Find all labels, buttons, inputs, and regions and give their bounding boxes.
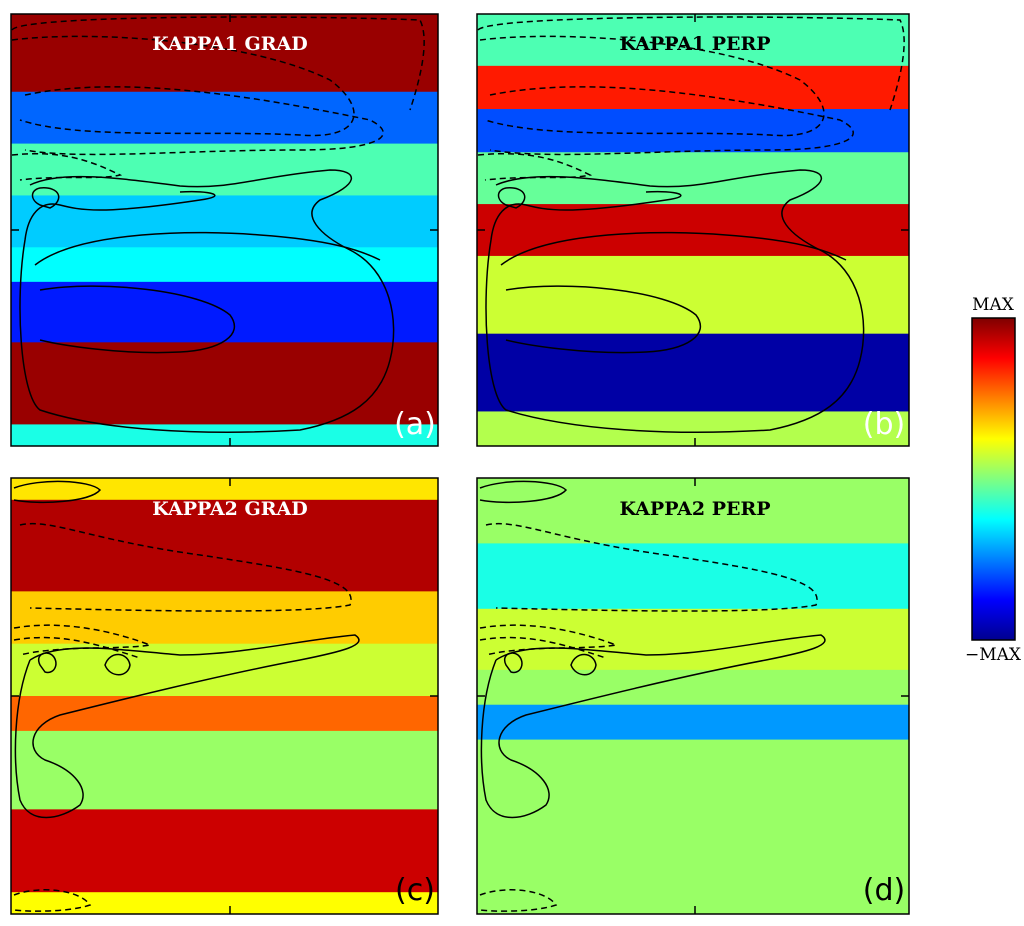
panel-b-label: (b): [863, 407, 905, 442]
field-band: [477, 14, 909, 67]
panel-b-contours: [477, 16, 905, 433]
field-band: [11, 143, 438, 196]
panel-a-ticks: [11, 14, 438, 446]
panel-d: KAPPA2 PERP (d): [476, 477, 910, 915]
panel-c-contours: [13, 480, 360, 912]
panel-a-field: [11, 14, 438, 446]
contour-dashed: [489, 86, 854, 156]
field-band: [11, 499, 438, 592]
panel-d-label: (d): [863, 873, 905, 908]
panel-b-title: KAPPA1 PERP: [619, 33, 770, 55]
contour-solid: [485, 169, 865, 433]
field-band: [11, 809, 438, 893]
contour-dashed: [11, 35, 355, 137]
contour-solid: [13, 480, 102, 504]
panel-b-ticks: [477, 14, 909, 446]
field-band: [11, 14, 438, 93]
contour-dashed: [11, 152, 123, 181]
field-band: [11, 478, 438, 501]
contour-solid: [500, 231, 847, 266]
field-band: [477, 65, 909, 110]
contour-solid: [104, 653, 131, 676]
contour-dashed: [13, 624, 153, 656]
contour-solid: [38, 652, 57, 674]
colorbar-gradient: [971, 317, 1016, 641]
contour-solid: [14, 634, 360, 819]
field-band: [477, 152, 909, 205]
contour-dashed: [11, 16, 425, 111]
field-band: [11, 195, 438, 248]
panel-a: KAPPA1 GRAD (a): [10, 13, 439, 447]
field-band: [477, 608, 909, 671]
field-band: [11, 342, 438, 425]
contour-dashed: [479, 624, 619, 656]
contour-dashed: [485, 522, 818, 612]
panel-d-title: KAPPA2 PERP: [619, 498, 770, 520]
field-band: [477, 333, 909, 412]
contour-dashed: [24, 86, 384, 156]
panel-c: KAPPA2 GRAD (c): [10, 477, 439, 915]
panel-c-ticks: [11, 478, 438, 914]
field-band: [11, 424, 438, 446]
panel-b: KAPPA1 PERP (b): [476, 13, 910, 447]
contour-dashed: [479, 889, 558, 912]
field-band: [477, 739, 909, 914]
panel-c-label: (c): [395, 873, 435, 908]
colorbar-max-label: MAX: [972, 295, 1015, 315]
field-band: [477, 411, 909, 446]
panel-c-field: [11, 478, 438, 914]
contour-solid: [31, 187, 60, 209]
field-band: [477, 255, 909, 335]
panel-c-title: KAPPA2 GRAD: [152, 498, 308, 520]
field-band: [11, 696, 438, 732]
contour-dashed: [479, 35, 825, 137]
field-band: [477, 109, 909, 153]
contour-solid: [479, 480, 568, 504]
contour-dashed: [13, 636, 141, 659]
contour-solid: [497, 187, 526, 209]
contour-solid: [39, 285, 236, 354]
field-band: [11, 643, 438, 697]
field-band: [477, 204, 909, 257]
field-band: [11, 730, 438, 810]
contour-dashed: [13, 889, 92, 912]
contour-solid: [34, 231, 381, 266]
panel-b-field: [477, 14, 909, 446]
contour-solid: [505, 285, 702, 354]
field-band: [11, 247, 438, 283]
panel-d-field: [477, 478, 909, 914]
field-band: [11, 281, 438, 343]
panel-a-title: KAPPA1 GRAD: [152, 33, 308, 55]
field-band: [11, 591, 438, 645]
field-band: [11, 91, 438, 145]
field-band: [11, 892, 438, 914]
contour-solid: [19, 169, 395, 433]
contour-dashed: [479, 636, 607, 659]
field-band: [477, 543, 909, 610]
contour-dashed: [19, 522, 352, 612]
panel-a-label: (a): [394, 407, 436, 442]
panel-a-contours: [11, 16, 425, 433]
colorbar: MAX −MAX: [965, 295, 1022, 665]
panel-d-ticks: [477, 478, 909, 914]
contour-solid: [480, 634, 826, 819]
colorbar-min-label: −MAX: [965, 645, 1022, 665]
panel-d-contours: [479, 480, 826, 912]
field-band: [477, 704, 909, 741]
contour-solid: [504, 652, 523, 674]
contour-solid: [570, 653, 597, 676]
